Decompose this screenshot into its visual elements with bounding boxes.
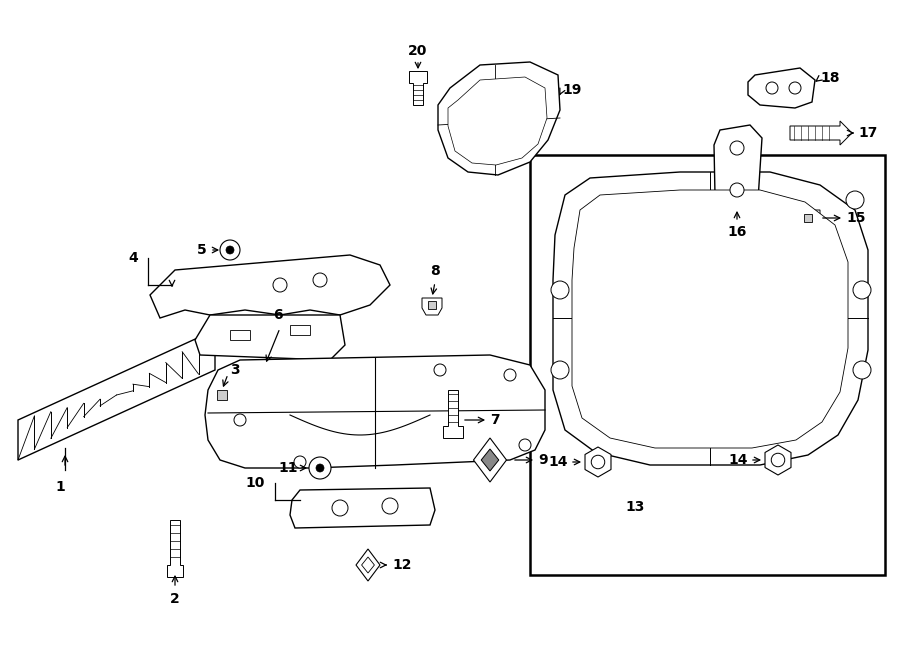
Text: 2: 2 [170,592,180,606]
Text: 11: 11 [278,461,298,475]
Polygon shape [585,447,611,477]
Polygon shape [210,387,234,405]
Polygon shape [748,68,815,108]
Circle shape [434,364,446,376]
Bar [290,325,310,335]
Text: 6: 6 [274,308,283,322]
Text: 13: 13 [626,500,644,514]
Circle shape [220,240,240,260]
Polygon shape [438,62,560,175]
Polygon shape [714,125,762,210]
Bar [230,330,250,340]
Circle shape [382,498,398,514]
Polygon shape [796,210,820,227]
Polygon shape [150,255,390,318]
Text: 5: 5 [197,243,207,257]
Text: 16: 16 [727,225,747,239]
Circle shape [504,369,516,381]
Text: 3: 3 [230,363,239,377]
Circle shape [226,246,234,254]
Circle shape [234,414,246,426]
Circle shape [551,281,569,299]
Polygon shape [220,364,530,458]
Polygon shape [205,355,545,468]
Text: 1: 1 [55,480,65,494]
Polygon shape [195,315,345,360]
Circle shape [313,273,327,287]
Text: 20: 20 [409,44,428,58]
Circle shape [309,457,331,479]
Circle shape [730,183,744,197]
Polygon shape [356,549,380,581]
Circle shape [766,82,778,94]
Bar [804,214,812,222]
Text: 14: 14 [548,455,568,469]
Circle shape [853,281,871,299]
Polygon shape [572,190,848,448]
Polygon shape [765,445,791,475]
Circle shape [316,464,324,472]
Text: 4: 4 [128,251,138,265]
Bar [217,390,227,400]
Circle shape [846,191,864,209]
Text: 17: 17 [858,126,878,140]
Polygon shape [482,449,499,471]
Text: 12: 12 [392,558,411,572]
Polygon shape [409,71,427,105]
Polygon shape [553,172,868,465]
Polygon shape [443,390,463,438]
Polygon shape [167,520,183,577]
Polygon shape [448,77,547,165]
Text: 19: 19 [562,83,581,97]
Text: 15: 15 [846,211,866,225]
Circle shape [853,361,871,379]
Circle shape [591,455,605,469]
Polygon shape [18,330,215,460]
Circle shape [771,453,785,467]
Circle shape [789,82,801,94]
Circle shape [273,278,287,292]
Polygon shape [290,488,435,528]
Polygon shape [790,121,852,145]
Text: 18: 18 [820,71,840,85]
Polygon shape [422,298,442,315]
Circle shape [730,141,744,155]
Text: 7: 7 [490,413,500,427]
Circle shape [519,439,531,451]
Text: 10: 10 [246,476,265,490]
Polygon shape [362,557,374,573]
Text: 14: 14 [728,453,748,467]
Text: 9: 9 [538,453,547,467]
Text: 8: 8 [430,264,440,278]
Polygon shape [473,438,507,482]
Circle shape [332,500,348,516]
Circle shape [294,456,306,468]
Bar [428,301,436,309]
Bar [530,155,885,575]
Circle shape [551,361,569,379]
